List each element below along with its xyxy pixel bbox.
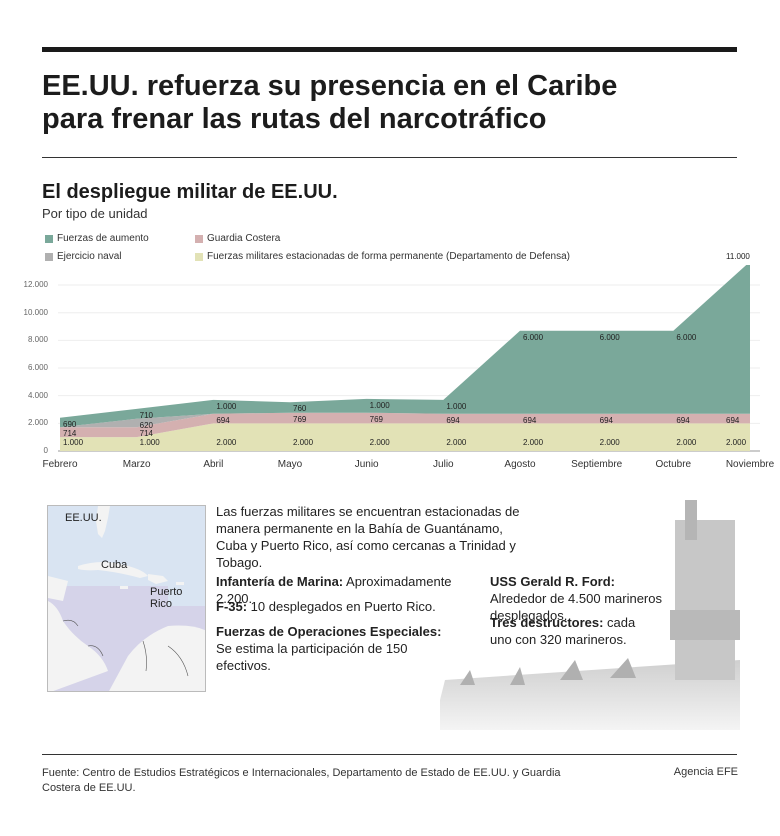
info-item-text: cada uno con 320 marineros. (490, 615, 636, 647)
legend-label: Fuerzas de aumento (57, 233, 149, 244)
data-label: 1.000 (216, 401, 237, 411)
y-axis-tick: 6.000 (27, 363, 48, 373)
data-label: 694 (676, 415, 690, 425)
data-label: 694 (523, 415, 537, 425)
data-label: 760 (293, 404, 307, 414)
data-label: 6.000 (676, 332, 697, 342)
chart-subtitle: Por tipo de unidad (42, 206, 148, 221)
data-label: 694 (726, 415, 740, 425)
data-label: 2.000 (726, 438, 747, 447)
y-axis-tick: 0 (43, 446, 48, 455)
legend-label: Guardia Costera (207, 233, 281, 244)
info-item-destructores: Tres destructores: cada uno con 320 mari… (490, 614, 650, 648)
data-label: 1.000 (63, 438, 84, 447)
footer-rule (42, 754, 737, 755)
data-label: 694 (216, 415, 230, 425)
y-axis-tick: 2.000 (27, 418, 48, 428)
info-item-uss-ford: USS Gerald R. Ford: Alrededor de 4.500 m… (490, 573, 670, 624)
y-axis-tick: 12.000 (23, 280, 48, 290)
map-graphic (48, 506, 205, 691)
data-label: 2.000 (599, 438, 620, 447)
info-item-title: Fuerzas de Operaciones Especiales: (216, 624, 442, 639)
info-item-title: Infantería de Marina: (216, 574, 344, 589)
data-label: 2.000 (293, 438, 314, 447)
map-label-usa: EE.UU. (65, 512, 102, 524)
info-item-text: Se estima la participación de 150 efecti… (216, 641, 408, 673)
info-intro: Las fuerzas militares se encuentran esta… (216, 504, 520, 570)
legend-swatch (195, 234, 203, 243)
x-axis-tick: Febrero (42, 459, 78, 470)
chart-title: El despliegue militar de EE.UU. (42, 181, 338, 203)
aircraft-carrier-illustration (440, 500, 740, 730)
data-label: 1.000 (139, 438, 160, 447)
info-item-title: USS Gerald R. Ford: (490, 574, 615, 589)
source-note: Fuente: Centro de Estudios Estratégicos … (42, 767, 561, 794)
info-item-f35: F-35: 10 desplegados en Puerto Rico. (216, 598, 476, 615)
data-label: 2.000 (676, 438, 697, 447)
data-label: 2.000 (446, 438, 467, 447)
legend-swatch (195, 252, 203, 261)
data-label: 769 (293, 414, 307, 424)
data-label: 1.000 (369, 400, 390, 410)
data-label: 2.000 (523, 438, 544, 447)
legend-item-fuerzas-aumento: Fuerzas de aumento (45, 233, 149, 244)
legend-item-fuerzas-permanentes: Fuerzas militares estacionadas de forma … (195, 251, 570, 262)
legend-label: Fuerzas militares estacionadas de forma … (207, 251, 570, 262)
x-axis-tick: Marzo (122, 459, 151, 470)
data-label: 694 (599, 415, 614, 425)
legend-item-ejercicio-naval: Ejercicio naval (45, 251, 121, 262)
legend-item-guardia-costera: Guardia Costera (195, 233, 280, 244)
legend-swatch (45, 234, 53, 243)
info-item-text: Alrededor de 4.500 marineros desplegados… (490, 591, 662, 623)
data-label: 1.000 (446, 401, 467, 411)
data-label: 2.000 (216, 438, 237, 447)
x-axis-tick: Julio (433, 459, 454, 470)
data-label: 710 (139, 410, 154, 420)
data-label: 694 (446, 415, 460, 425)
data-label: 690 (63, 419, 77, 429)
info-item-title: F-35: (216, 599, 248, 614)
info-item-infanteria: Infantería de Marina: Aproximadamente 2.… (216, 573, 476, 607)
y-axis-tick: 10.000 (23, 307, 48, 317)
info-item-title: Tres destructores: (490, 615, 604, 630)
headline-line-1: EE.UU. refuerza su presencia en el Carib… (42, 70, 618, 102)
info-item-text: 10 desplegados en Puerto Rico. (247, 599, 436, 614)
x-axis-tick: Junio (354, 459, 379, 470)
data-label: 6.000 (599, 332, 620, 342)
data-label: 714 (139, 429, 154, 439)
info-item-text: Aproximadamente 2.200. (216, 574, 452, 606)
x-axis-tick: Septiembre (571, 459, 623, 470)
y-axis-tick: 4.000 (27, 390, 48, 400)
data-label: 769 (369, 414, 384, 424)
chart-plot (58, 265, 760, 452)
legend-swatch (45, 252, 53, 261)
x-axis-tick: Octubre (655, 459, 692, 470)
legend-label: Ejercicio naval (57, 251, 122, 262)
info-item-operaciones-especiales: Fuerzas de Operaciones Especiales: Se es… (216, 623, 456, 674)
credit: Agencia EFE (673, 766, 738, 778)
headline-line-2: para frenar las rutas del narcotráfico (42, 103, 547, 135)
data-label: 6.000 (523, 332, 544, 342)
x-axis-tick: Abril (203, 459, 224, 470)
data-label: 11.000 (726, 251, 750, 261)
y-axis-tick: 8.000 (27, 335, 48, 345)
stacked-area-chart: 0 2.000 4.000 6.000 8.000 10.000 12.000 1.000 1.… (0, 252, 780, 475)
data-label: 2.000 (369, 438, 390, 447)
data-label: 620 (139, 420, 154, 430)
x-axis-tick: Agosto (504, 459, 536, 470)
x-axis-tick: Noviembre (725, 459, 775, 470)
headline: EE.UU. refuerza su presencia en el Carib… (42, 70, 742, 136)
divider (42, 157, 737, 158)
map-label-cuba: Cuba (101, 559, 128, 571)
caribbean-map: EE.UU. Cuba Puerto Rico (47, 505, 206, 692)
x-axis-tick: Mayo (277, 459, 303, 470)
top-rule (42, 47, 737, 52)
data-label: 714 (63, 429, 77, 439)
map-label-puerto-rico: Puerto Rico (150, 586, 183, 610)
